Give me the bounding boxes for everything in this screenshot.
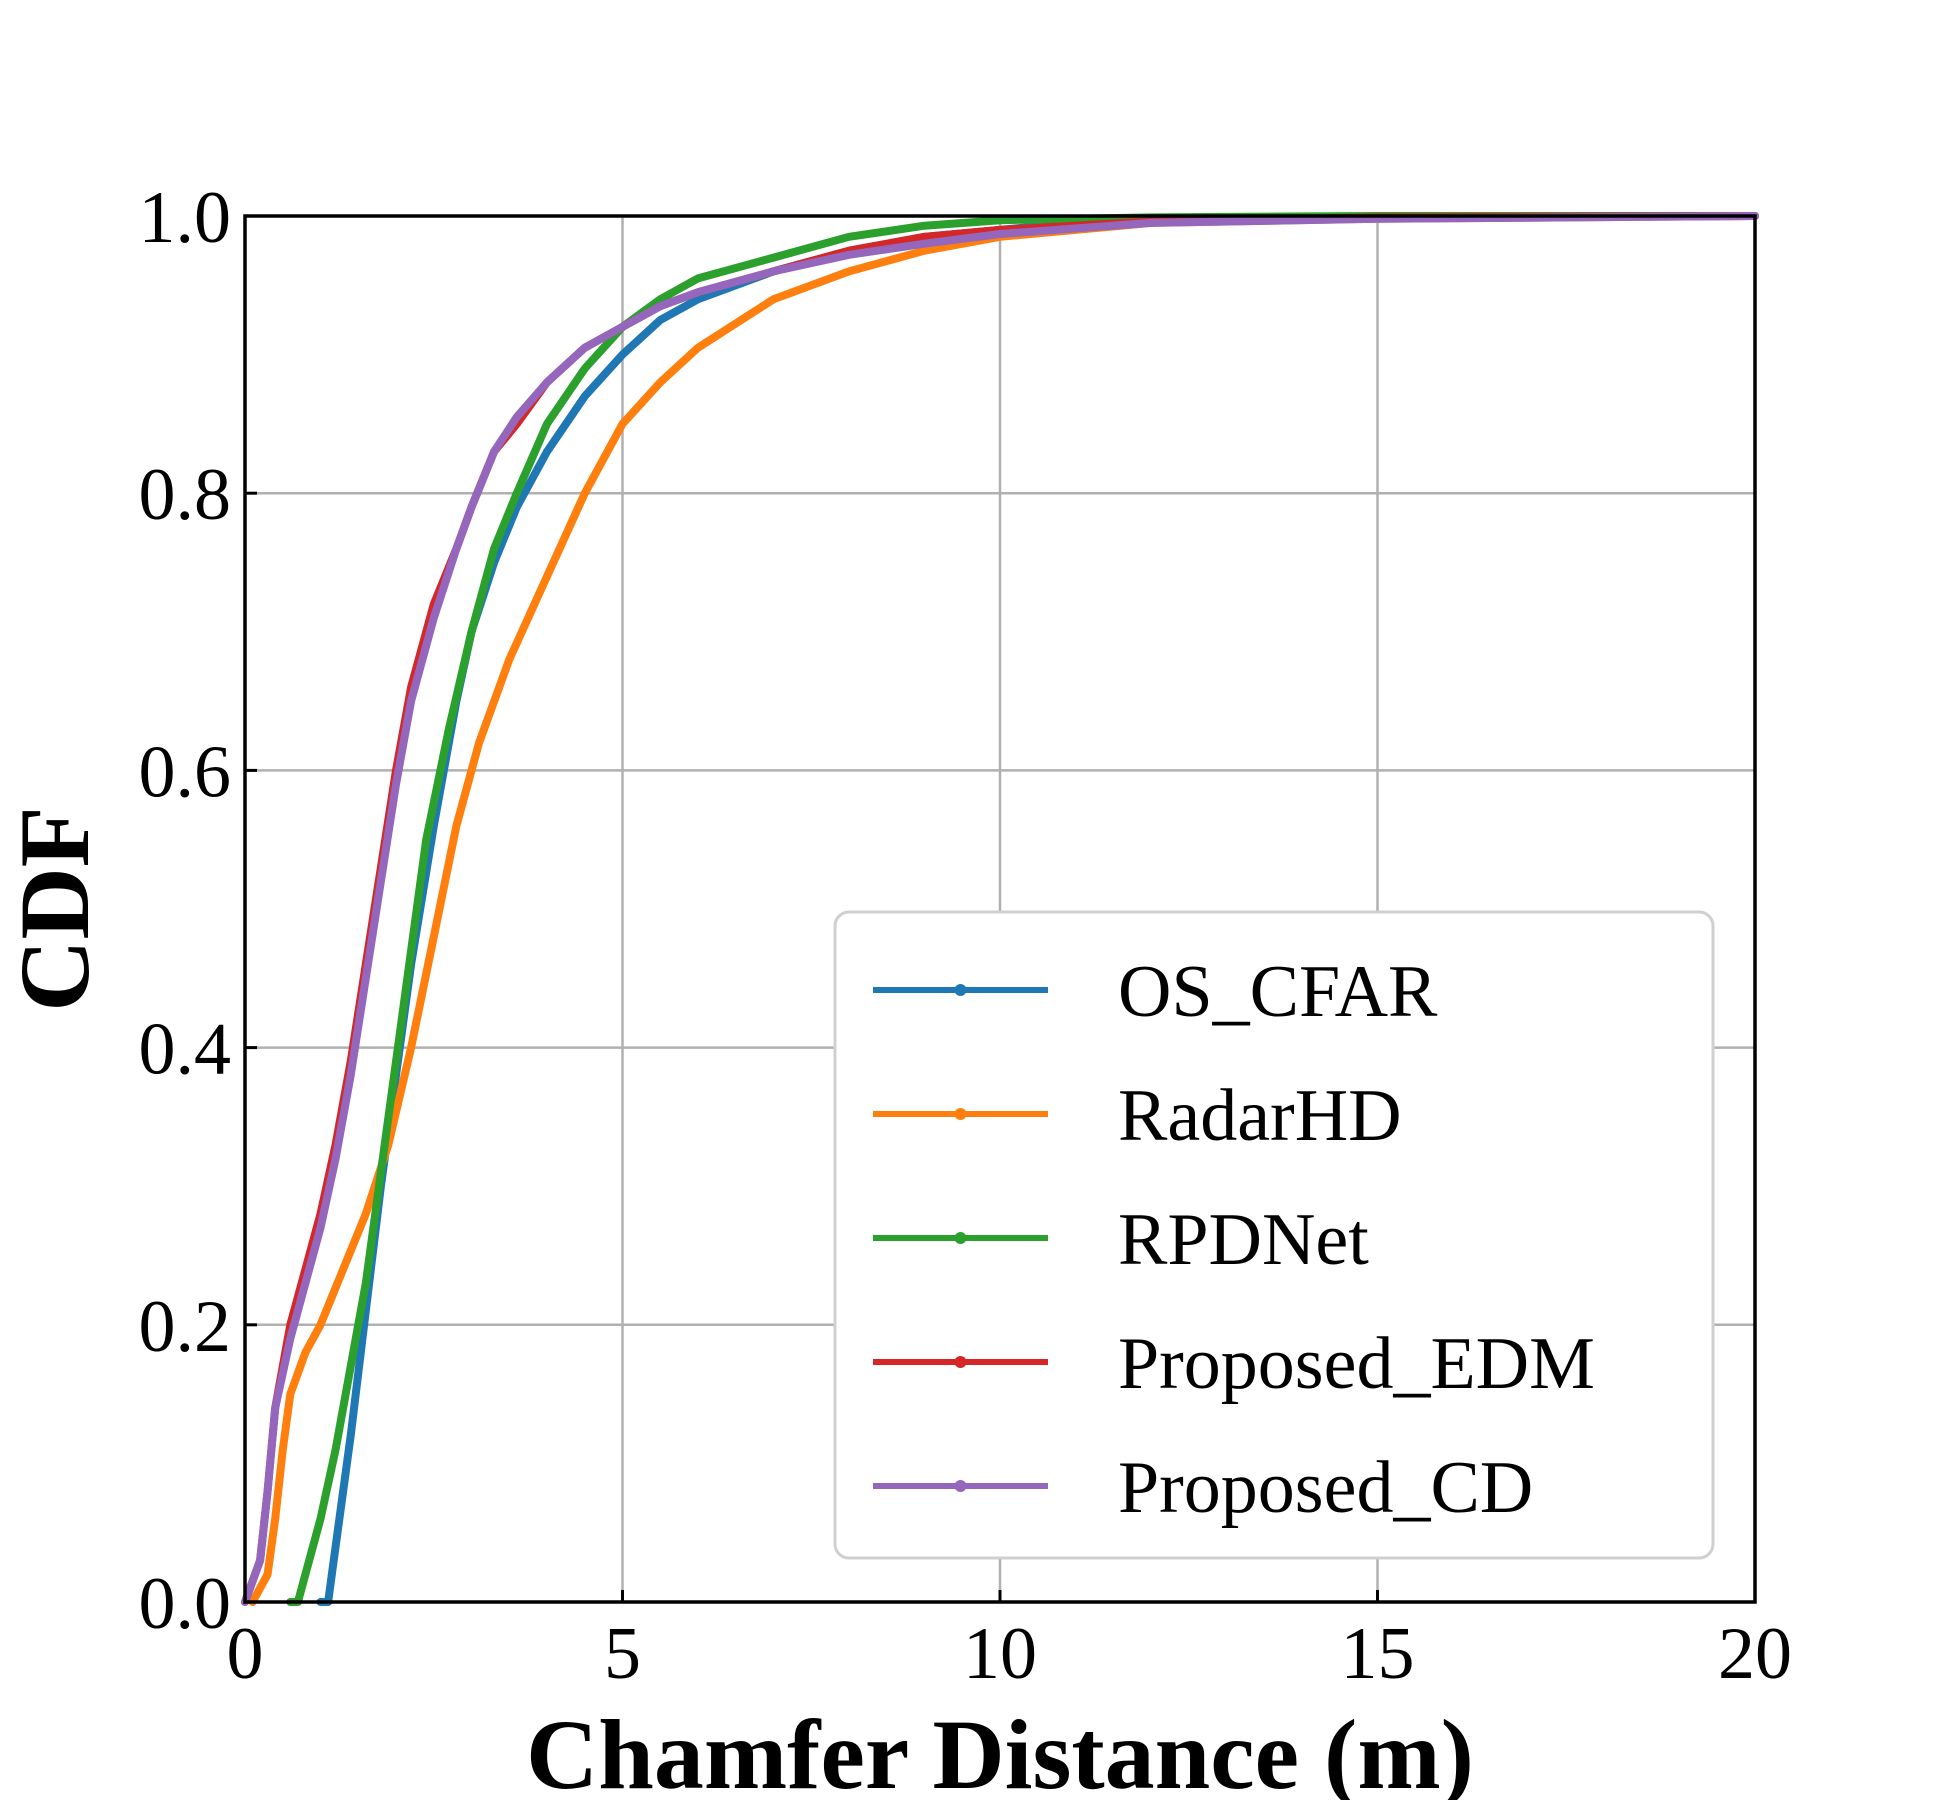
legend-label-os-cfar: OS_CFAR xyxy=(1118,951,1438,1033)
y-tick-label: 0.0 xyxy=(139,1563,232,1645)
x-tick-label: 10 xyxy=(963,1613,1037,1695)
legend: OS_CFAR RadarHD RPDNet Proposed_EDM Proposed… xyxy=(833,910,1715,1560)
y-tick-label: 0.4 xyxy=(139,1009,232,1091)
legend-frame xyxy=(833,910,1715,1560)
legend-marker-rpdnet xyxy=(954,1232,967,1244)
legend-marker-proposed-edm xyxy=(954,1356,967,1368)
series-line-rpdnet xyxy=(286,212,1759,1606)
y-tick-label: 0.2 xyxy=(139,1286,232,1368)
legend-items: OS_CFAR RadarHD RPDNet Proposed_EDM Proposed… xyxy=(873,951,1595,1529)
x-tick-label: 0 xyxy=(227,1613,264,1695)
x-tick-label: 5 xyxy=(604,1613,641,1695)
legend-marker-radarhd xyxy=(954,1108,967,1120)
series-line-proposed-cd xyxy=(241,212,1759,1606)
y-axis-title: CDF xyxy=(0,806,110,1012)
y-tick-label: 1.0 xyxy=(139,177,232,259)
legend-label-radarhd: RadarHD xyxy=(1118,1075,1402,1157)
y-tick-label: 0.8 xyxy=(139,454,232,536)
y-tick-label: 0.6 xyxy=(139,731,232,813)
legend-label-proposed-edm: Proposed_EDM xyxy=(1118,1323,1595,1405)
x-axis-title: Chamfer Distance (m) xyxy=(526,1699,1474,1800)
legend-marker-proposed-cd xyxy=(954,1480,967,1492)
series-line-radarhd xyxy=(248,212,1759,1606)
legend-label-proposed-cd: Proposed_CD xyxy=(1118,1447,1533,1529)
legend-label-rpdnet: RPDNet xyxy=(1118,1199,1369,1281)
x-tick-label: 20 xyxy=(1718,1613,1792,1695)
series-lines xyxy=(241,212,1759,1606)
x-tick-label: 15 xyxy=(1341,1613,1415,1695)
axis-ticks: 0 5 10 15 20 0.0 0.2 0.4 0.6 0.8 1.0 xyxy=(139,177,1793,1695)
legend-marker-os-cfar xyxy=(954,984,967,996)
